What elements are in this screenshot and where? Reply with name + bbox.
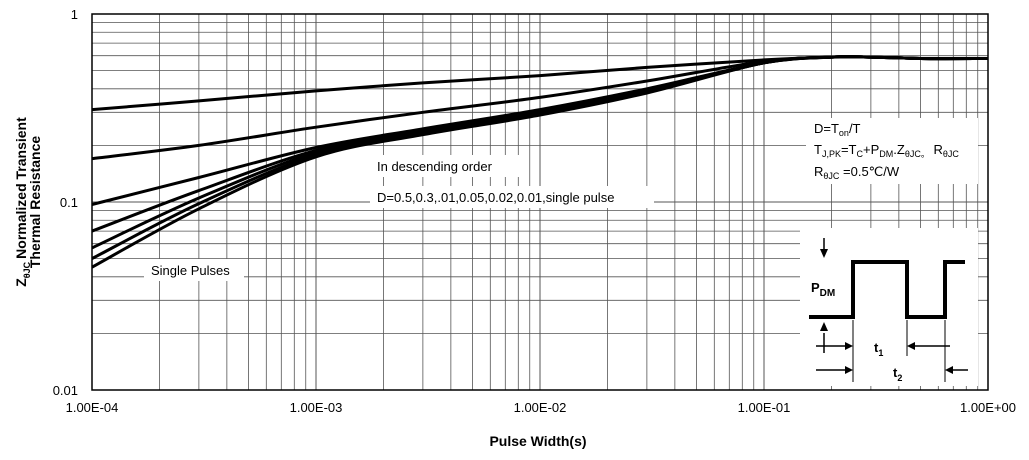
plot-frame [91, 13, 989, 391]
order-list: D=0.5,0.3,.01,0.05,0.02,0.01,single puls… [377, 190, 614, 205]
single-pulses-label: Single Pulses [151, 263, 230, 278]
formula-tj: TJ,PK=TC+PDM.ZθJC。 RθJC [814, 142, 959, 159]
formula-box [806, 118, 978, 184]
order-title: In descending order [377, 159, 493, 174]
svg-text:ZθJCNormalized Transient: ZθJC Normalized Transient [13, 117, 32, 287]
pdm-label: PDM [811, 280, 835, 299]
y-axis-title-rest: Normalized Transient [13, 117, 29, 259]
x-axis-title: Pulse Width(s) [489, 433, 586, 449]
x-tick-label: 1.00E-03 [290, 400, 343, 415]
y-tick-label: 0.1 [60, 195, 78, 210]
y-axis-title-sub: θJC [22, 261, 32, 278]
t2-label: t2 [893, 365, 902, 383]
x-tick-label: 1.00E-01 [738, 400, 791, 415]
x-tick-label: 1.00E-04 [66, 400, 119, 415]
order-title-bg [370, 155, 522, 177]
tick-labels: 1 0.1 0.01 1.00E-04 1.00E-03 1.00E-02 1.… [53, 7, 1016, 415]
formula-rthjc: RθJC =0.5℃/W [814, 164, 900, 181]
y-tick-label: 1 [71, 7, 78, 22]
single-pulses-bg [144, 259, 244, 281]
y-axis-title-line2: Thermal Resistance [27, 136, 43, 268]
series-line-6 [91, 55, 989, 269]
pulse-waveform [809, 260, 965, 319]
t1-label: t1 [874, 340, 883, 358]
y-axis-title: ZθJC Normalized Transient Thermal Resista… [13, 117, 43, 287]
y-axis-title-z: Z [13, 278, 29, 287]
series-group [91, 55, 989, 269]
x-tick-label: 1.00E+00 [960, 400, 1016, 415]
formula-duty: D=Ton/T [814, 121, 861, 138]
pulse-waveform-inset: PDM t1 t2 [800, 228, 978, 386]
x-tick-label: 1.00E-02 [514, 400, 567, 415]
y-tick-label: 0.01 [53, 383, 78, 398]
order-list-bg [370, 186, 654, 208]
